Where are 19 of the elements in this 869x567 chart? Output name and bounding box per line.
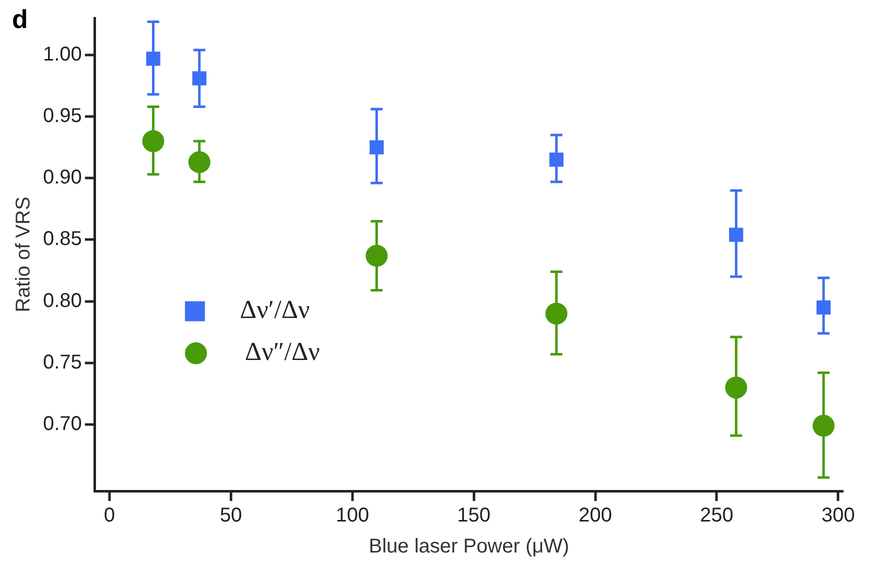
x-tick-label: 250: [700, 504, 734, 527]
x-tick-label: 300: [821, 504, 855, 527]
text: d: [12, 4, 28, 35]
legend-label: Δν′/Δν: [240, 295, 310, 324]
x-tick-label: 0: [104, 504, 116, 527]
y-tick-label: 1.00: [42, 43, 82, 66]
x-tick-label: 50: [220, 504, 242, 527]
x-tick-label: 200: [578, 504, 612, 527]
y-axis-title: Ratio of VRS: [12, 196, 35, 312]
y-tick-label: 0.80: [42, 290, 82, 312]
y-tick-label: 0.85: [42, 228, 82, 250]
legend-label: Δν″/Δν: [244, 337, 320, 366]
y-tick-label: 0.70: [42, 413, 82, 435]
x-tick-label: 150: [457, 504, 491, 527]
y-tick-label: 0.90: [42, 166, 82, 189]
y-tick-label: 0.95: [42, 105, 82, 128]
x-axis-title: Blue laser Power (μW): [368, 536, 570, 558]
x-tick-label: 100: [336, 504, 370, 527]
y-tick-label: 0.75: [42, 351, 82, 374]
